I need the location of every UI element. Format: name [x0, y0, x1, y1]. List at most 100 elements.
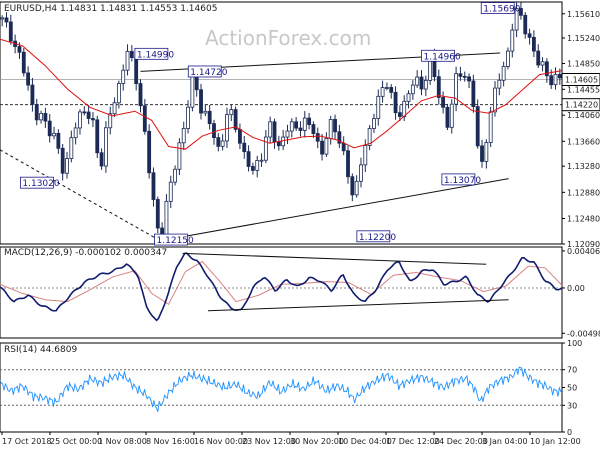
candle-body: [116, 83, 121, 104]
candle-body: [99, 152, 104, 167]
candle-body: [272, 121, 277, 143]
candle-body: [69, 137, 74, 159]
candle-body: [471, 80, 476, 107]
candle-body: [294, 121, 299, 129]
candle-body: [462, 75, 467, 78]
macd-main-line: [0, 252, 563, 322]
rsi-panel-frame: [0, 342, 563, 433]
candle-body: [60, 147, 65, 174]
candle-body: [17, 46, 22, 53]
candle-body: [155, 199, 160, 229]
price-label-box: [480, 2, 515, 14]
time-tick-label: 1 Nov 08:00: [98, 437, 147, 446]
price-label: 1.14720: [190, 68, 227, 78]
candle-body: [125, 51, 130, 71]
candle-body: [302, 117, 307, 131]
candle-body: [52, 132, 56, 137]
candle-body: [359, 164, 363, 182]
candle-body: [43, 113, 48, 122]
candle-body: [441, 97, 446, 108]
candle-body: [333, 119, 337, 133]
candle-body: [134, 57, 139, 84]
price-label: 1.13070: [444, 176, 481, 186]
candle-body: [281, 136, 286, 147]
candle-body: [129, 51, 134, 58]
candle-body: [493, 87, 497, 113]
candle-body: [385, 87, 389, 89]
rsi-line: [0, 366, 563, 412]
candle-body: [39, 113, 43, 121]
candle-body: [91, 118, 95, 121]
price-tick-label: 1.13660: [567, 137, 600, 146]
time-tick-label: 10 Dec 04:00: [338, 437, 392, 446]
candle-body: [173, 168, 177, 183]
candle-body: [238, 128, 242, 144]
candle-body: [523, 14, 528, 35]
candle-body: [553, 74, 558, 86]
macd-tick-label: 0.00: [567, 284, 585, 293]
macd-panel-frame: [0, 246, 563, 339]
candle-body: [514, 8, 519, 31]
candle-body: [168, 181, 173, 202]
candle-body: [147, 130, 152, 174]
candle-body: [78, 111, 82, 129]
candle-body: [212, 123, 216, 138]
price-trendline: [0, 149, 161, 242]
candle-body: [410, 84, 415, 95]
price-label-box: [187, 65, 222, 78]
macd-title: MACD(12,26,9) -0.000102 0.000347: [4, 248, 167, 258]
price-label: 1.14990: [137, 50, 174, 60]
price-tick-label: 1.15610: [567, 10, 600, 19]
candle-body: [449, 103, 454, 128]
candle-body: [225, 114, 229, 142]
candle-body: [415, 76, 420, 86]
time-tick-label: 23 Nov 12:00: [242, 437, 296, 446]
candle-body: [510, 29, 515, 52]
candle-body: [255, 160, 260, 171]
candle-body: [47, 120, 52, 137]
candle-body: [199, 89, 203, 114]
candle-body: [220, 140, 225, 147]
candle-body: [341, 142, 346, 152]
candle-body: [250, 166, 255, 171]
candle-body: [190, 73, 195, 108]
price-label-box: [19, 176, 54, 189]
candle-body: [86, 111, 91, 119]
candle-body: [467, 76, 471, 82]
time-tick-label: 16 Nov 00:00: [194, 437, 248, 446]
current-price-box: [561, 73, 600, 87]
candle-body: [311, 124, 316, 134]
candle-body: [30, 84, 35, 105]
time-tick-label: 24 Dec 20:00: [434, 437, 488, 446]
candle-body: [519, 8, 523, 16]
time-tick-label: 8 Nov 16:00: [146, 437, 195, 446]
candle-body: [289, 121, 294, 132]
candle-body: [480, 145, 484, 162]
macd-trendline: [182, 252, 487, 265]
candle-body: [177, 142, 182, 170]
candle-body: [506, 50, 510, 67]
price-tick-label: 1.12480: [567, 214, 600, 223]
price-label-box: [154, 233, 188, 246]
candle-body: [21, 51, 26, 74]
price-tick-label: 1.12880: [567, 188, 600, 197]
price-label-box: [134, 47, 169, 60]
candle-body: [56, 132, 61, 149]
candle-body: [285, 130, 290, 138]
price-label: 1.15690: [483, 5, 520, 15]
candle-body: [536, 50, 541, 66]
candle-body: [406, 93, 411, 102]
candle-body: [380, 87, 385, 97]
time-tick-label: 30 Nov 20:00: [290, 437, 344, 446]
candle-body: [328, 119, 333, 139]
macd-tick-label: -0.004981: [567, 329, 600, 338]
candle-body: [263, 136, 268, 161]
candle-body: [65, 158, 69, 174]
time-tick-label: 25 Oct 00:00: [50, 437, 102, 446]
candle-body: [320, 140, 324, 155]
price-tick-label: 1.12090: [567, 240, 600, 249]
price-tick-label: 1.14455: [567, 85, 600, 94]
candle-body: [436, 76, 441, 98]
time-tick-label: 17 Oct 2018: [2, 437, 51, 446]
candle-body: [393, 91, 398, 114]
